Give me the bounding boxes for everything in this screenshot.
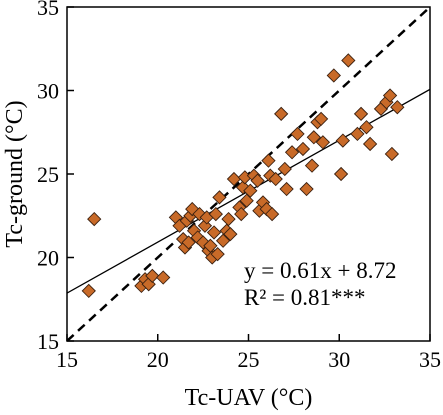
y-tick-label: 35	[37, 0, 59, 20]
data-point	[382, 88, 398, 103]
data-point	[279, 181, 294, 197]
data-point	[243, 183, 258, 198]
data-point	[304, 158, 320, 173]
data-point	[295, 141, 311, 157]
data-point	[333, 166, 349, 182]
x-tick-label: 20	[147, 347, 169, 372]
y-tick-label: 15	[37, 329, 59, 354]
data-point	[315, 135, 331, 150]
plot-frame	[66, 6, 431, 342]
data-point	[206, 225, 222, 240]
x-axis-ticks: 15 20 25 30 35	[56, 334, 441, 372]
r-squared-label: R² = 0.81***	[244, 285, 365, 310]
data-point	[277, 161, 292, 177]
data-point	[156, 270, 171, 285]
data-point	[290, 126, 305, 142]
data-point	[145, 268, 160, 284]
data-point	[362, 136, 378, 152]
data-point	[181, 235, 196, 250]
data-point	[390, 100, 405, 115]
data-point	[299, 181, 314, 197]
data-point	[341, 53, 356, 68]
x-tick-label: 30	[328, 347, 350, 372]
data-point	[87, 211, 102, 227]
data-point	[335, 133, 351, 148]
data-point	[239, 193, 254, 208]
data-point	[221, 211, 236, 227]
y-tick-label: 20	[37, 246, 59, 271]
data-point	[350, 126, 365, 142]
regression-equation: y = 0.61x + 8.72	[244, 258, 396, 283]
data-point	[212, 190, 227, 205]
x-tick-label: 35	[419, 347, 441, 372]
y-tick-label: 25	[37, 162, 59, 187]
x-tick-label: 25	[238, 347, 260, 372]
data-point	[384, 146, 400, 162]
data-point	[353, 106, 369, 122]
y-tick-label: 30	[37, 79, 59, 104]
y-axis-label: Tc-ground (°C)	[2, 100, 28, 247]
data-point	[326, 68, 341, 83]
data-point	[284, 145, 300, 160]
data-point	[208, 206, 223, 222]
data-point	[359, 120, 374, 135]
data-point	[215, 233, 231, 248]
data-point	[81, 283, 96, 299]
data-point	[313, 111, 329, 127]
data-point	[210, 247, 225, 262]
data-point	[234, 206, 249, 222]
x-axis-label: Tc-UAV (°C)	[185, 385, 313, 411]
x-tick-label: 15	[56, 347, 78, 372]
data-point	[306, 130, 321, 145]
data-point	[261, 153, 276, 168]
data-point	[223, 226, 238, 242]
data-point	[250, 173, 265, 188]
data-point	[268, 171, 283, 187]
data-point	[274, 106, 289, 122]
data-point	[264, 206, 280, 222]
data-points	[81, 53, 405, 299]
y-axis-ticks: 15 20 25 30 35	[37, 0, 74, 354]
